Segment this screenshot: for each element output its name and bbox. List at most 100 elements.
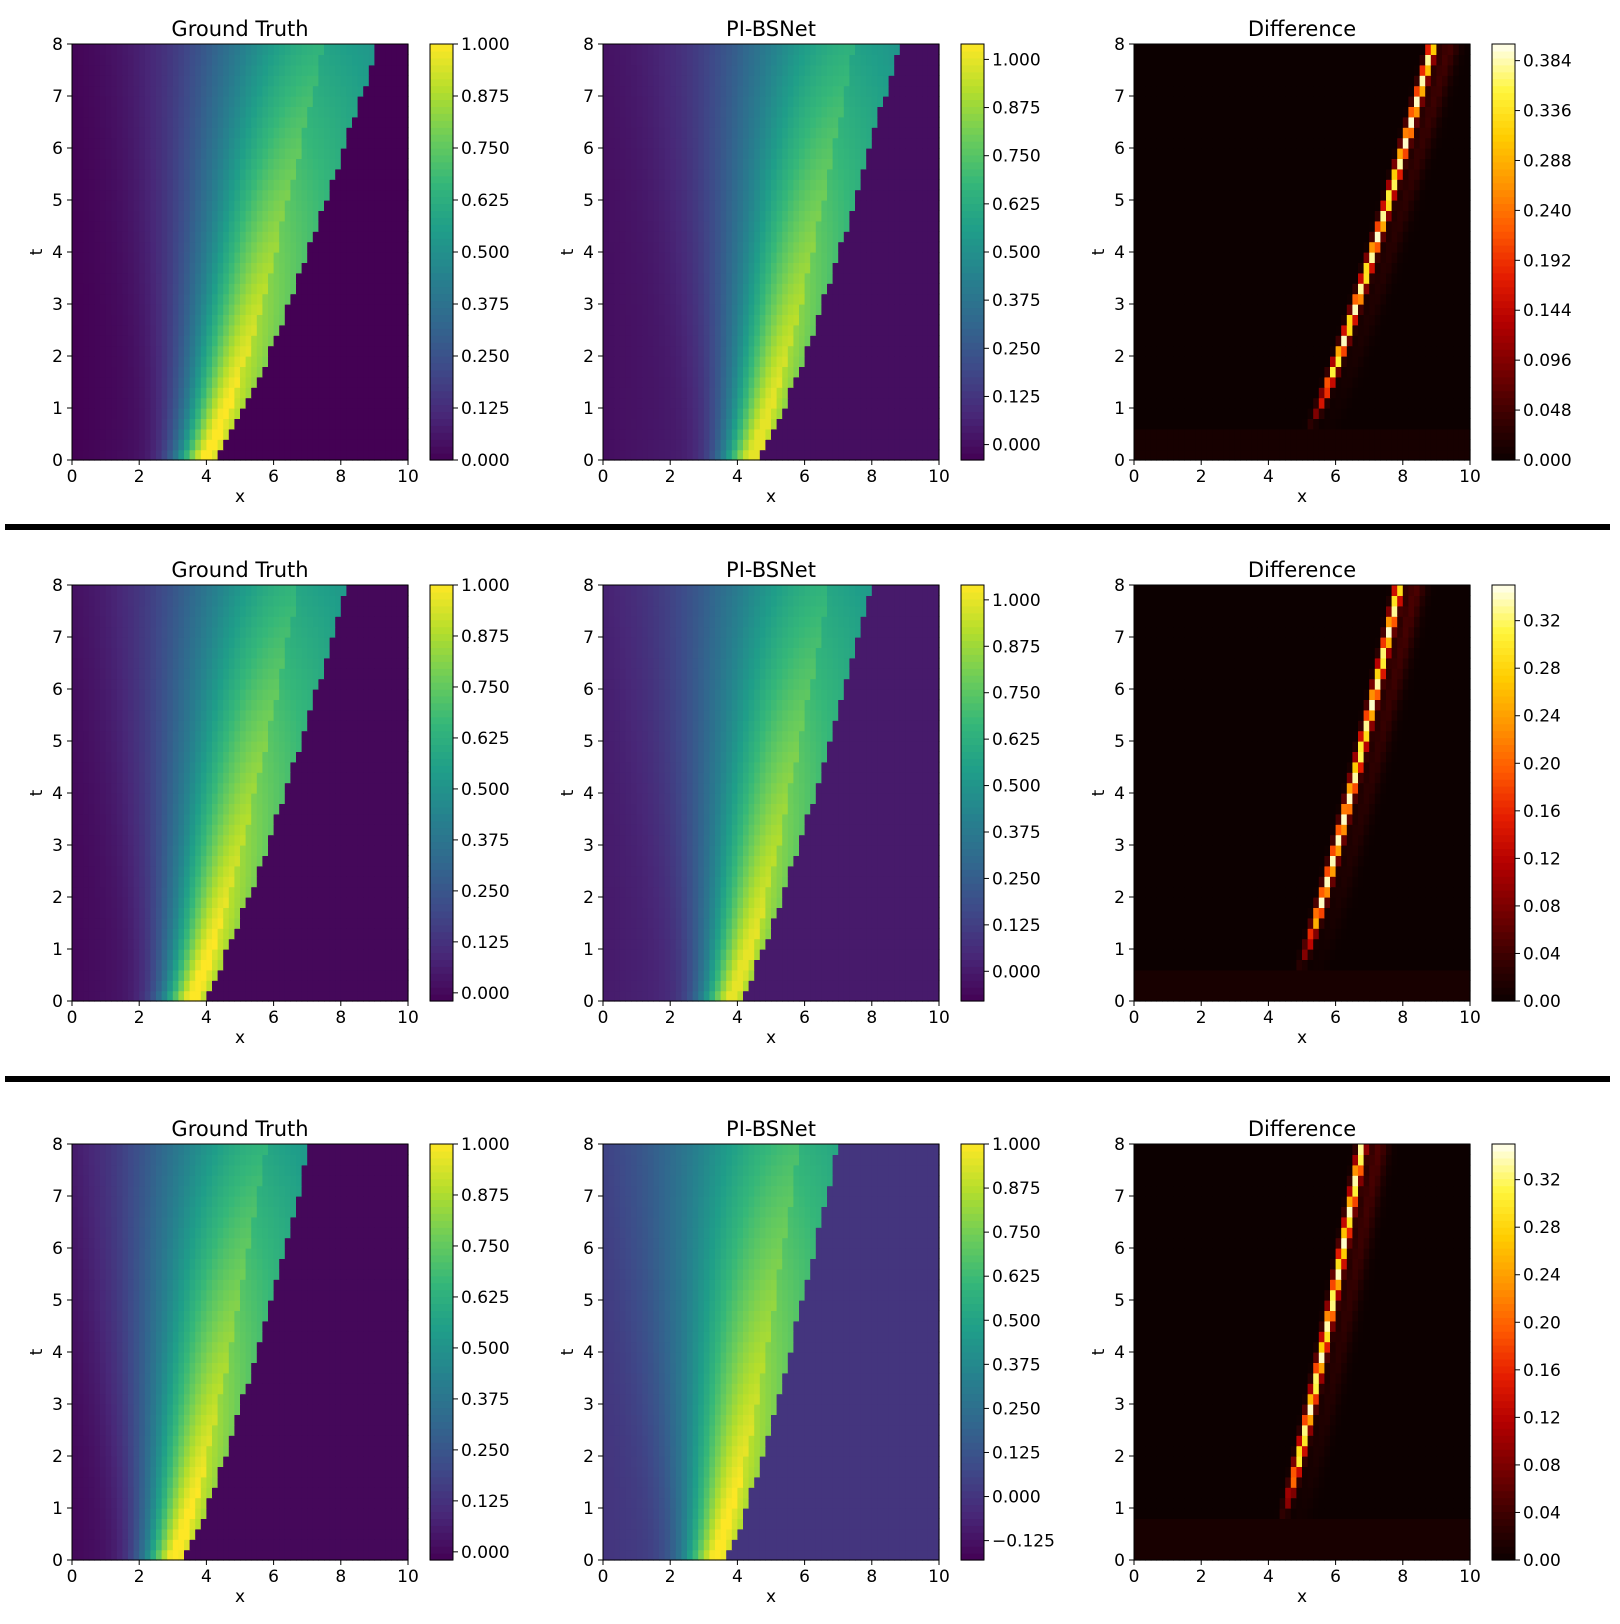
heatmap-cell bbox=[799, 148, 806, 159]
heatmap-cell bbox=[832, 200, 839, 211]
heatmap-cell bbox=[268, 96, 275, 107]
heatmap-cell bbox=[94, 106, 101, 118]
heatmap-cell bbox=[83, 96, 90, 107]
heatmap-cell bbox=[301, 397, 308, 409]
heatmap-cell bbox=[296, 64, 303, 76]
heatmap-cell bbox=[670, 168, 677, 180]
heatmap-cell bbox=[720, 116, 727, 128]
heatmap-cell bbox=[619, 44, 626, 55]
heatmap-cell bbox=[664, 116, 671, 128]
heatmap-cell bbox=[720, 179, 727, 191]
heatmap-cell bbox=[838, 408, 845, 419]
heatmap-cell bbox=[150, 64, 157, 76]
heatmap-cell bbox=[631, 85, 638, 97]
heatmap-cell bbox=[139, 210, 146, 222]
heatmap-cell bbox=[636, 356, 643, 367]
heatmap-cell bbox=[642, 283, 649, 295]
colorbar-segment bbox=[430, 279, 453, 288]
heatmap-cell bbox=[240, 397, 247, 409]
heatmap-cell bbox=[899, 137, 906, 149]
heatmap-cell bbox=[307, 397, 314, 409]
heatmap-cell bbox=[268, 168, 275, 180]
heatmap-cell bbox=[871, 179, 878, 191]
heatmap-cell bbox=[245, 252, 252, 263]
heatmap-cell bbox=[726, 324, 733, 336]
heatmap-cell bbox=[804, 418, 811, 430]
heatmap-cell bbox=[94, 366, 101, 378]
heatmap-cell bbox=[642, 64, 649, 76]
heatmap-cell bbox=[88, 387, 95, 399]
heatmap-cell bbox=[223, 397, 230, 409]
heatmap-cell bbox=[821, 96, 828, 107]
heatmap-cell bbox=[206, 314, 213, 326]
heatmap-cell bbox=[402, 44, 409, 55]
heatmap-cell bbox=[335, 335, 342, 347]
x-tick-label: 4 bbox=[732, 467, 743, 487]
heatmap-cell bbox=[614, 231, 621, 243]
heatmap-cell bbox=[899, 335, 906, 347]
heatmap-cell bbox=[72, 366, 79, 378]
heatmap-cell bbox=[240, 418, 247, 430]
heatmap-cell bbox=[340, 418, 347, 430]
colorbar-segment bbox=[430, 161, 453, 170]
heatmap-cell bbox=[391, 366, 398, 378]
heatmap-cell bbox=[737, 75, 744, 87]
heatmap-cell bbox=[200, 366, 207, 378]
heatmap-cell bbox=[894, 189, 901, 201]
heatmap-cell bbox=[698, 272, 705, 284]
heatmap-cell bbox=[793, 262, 800, 274]
heatmap-cell bbox=[765, 106, 772, 118]
heatmap-cell bbox=[692, 293, 699, 305]
heatmap-cell bbox=[743, 252, 750, 263]
heatmap-cell bbox=[83, 335, 90, 347]
heatmap-cell bbox=[927, 314, 934, 326]
heatmap-cell bbox=[698, 148, 705, 159]
heatmap-cell bbox=[88, 75, 95, 87]
heatmap-cell bbox=[391, 220, 398, 232]
heatmap-cell bbox=[631, 366, 638, 378]
heatmap-cell bbox=[391, 64, 398, 76]
heatmap-cell bbox=[116, 44, 123, 55]
heatmap-cell bbox=[860, 231, 867, 243]
heatmap-cell bbox=[619, 85, 626, 97]
heatmap-cell bbox=[636, 106, 643, 118]
heatmap-cell bbox=[838, 397, 845, 409]
heatmap-cell bbox=[290, 356, 297, 367]
heatmap-cell bbox=[139, 283, 146, 295]
heatmap-cell bbox=[860, 345, 867, 357]
heatmap-cell bbox=[189, 304, 196, 315]
heatmap-cell bbox=[290, 179, 297, 191]
heatmap-cell bbox=[352, 418, 359, 430]
heatmap-cell bbox=[743, 106, 750, 118]
heatmap-cell bbox=[212, 439, 219, 451]
heatmap-cell bbox=[245, 293, 252, 305]
heatmap-cell bbox=[329, 293, 336, 305]
heatmap-cell bbox=[810, 262, 817, 274]
heatmap-cell bbox=[827, 179, 834, 191]
heatmap-cell bbox=[391, 137, 398, 149]
heatmap-cell bbox=[799, 44, 806, 55]
heatmap-cell bbox=[625, 366, 632, 378]
colorbar-segment bbox=[430, 252, 453, 260]
heatmap-cell bbox=[810, 408, 817, 419]
heatmap-cell bbox=[234, 449, 241, 461]
heatmap-cell bbox=[357, 376, 364, 388]
heatmap-cell bbox=[240, 366, 247, 378]
heatmap-cell bbox=[346, 262, 353, 274]
heatmap-cell bbox=[815, 85, 822, 97]
heatmap-cell bbox=[894, 96, 901, 107]
heatmap-cell bbox=[687, 148, 694, 159]
heatmap-cell bbox=[832, 241, 839, 253]
heatmap-cell bbox=[273, 335, 280, 347]
heatmap-cell bbox=[675, 44, 682, 55]
heatmap-cell bbox=[810, 376, 817, 388]
heatmap-cell bbox=[793, 387, 800, 399]
colorbar-segment bbox=[430, 175, 453, 184]
heatmap-cell bbox=[144, 231, 151, 243]
heatmap-cell bbox=[100, 262, 107, 274]
heatmap-cell bbox=[687, 428, 694, 440]
heatmap-cell bbox=[217, 439, 224, 451]
heatmap-cell bbox=[731, 64, 738, 76]
heatmap-cell bbox=[273, 231, 280, 243]
heatmap-cell bbox=[866, 137, 873, 149]
